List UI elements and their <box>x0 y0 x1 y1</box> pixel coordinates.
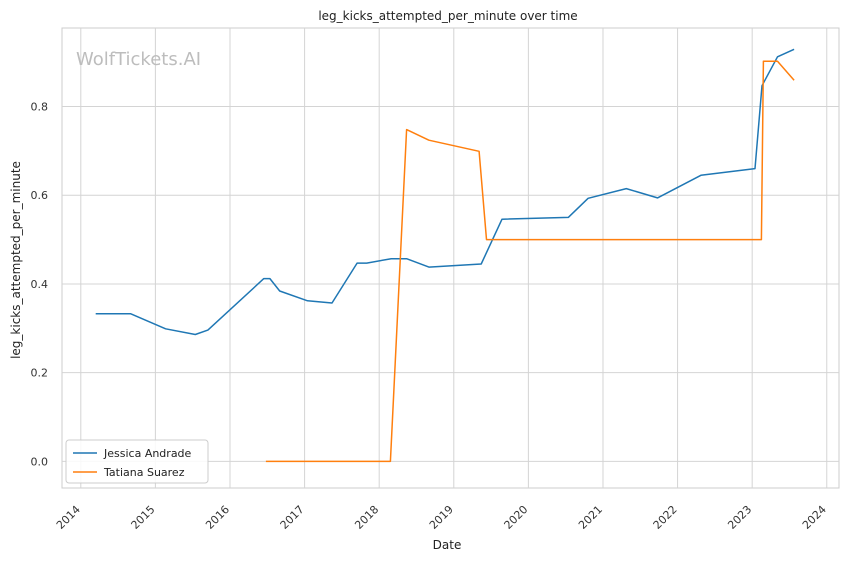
x-tick-label: 2020 <box>502 503 531 532</box>
chart-title: leg_kicks_attempted_per_minute over time <box>318 9 577 23</box>
legend: Jessica Andrade Tatiana Suarez <box>65 439 209 484</box>
y-tick-label: 0.8 <box>31 101 49 114</box>
y-tick-label: 0.6 <box>31 189 49 202</box>
legend-label-0: Jessica Andrade <box>103 447 192 460</box>
y-tick-label: 0.0 <box>31 455 49 468</box>
x-axis-ticks: 2014 2015 2016 2017 2018 2019 2020 2021 2022 2023… <box>54 503 829 532</box>
x-tick-label: 2021 <box>576 503 605 532</box>
y-tick-label: 0.4 <box>31 278 49 291</box>
x-axis-label: Date <box>433 538 462 552</box>
x-tick-label: 2017 <box>278 503 307 532</box>
x-tick-label: 2022 <box>651 503 680 532</box>
x-tick-label: 2024 <box>800 503 829 532</box>
x-tick-label: 2018 <box>352 503 381 532</box>
y-tick-label: 0.2 <box>31 367 49 380</box>
x-tick-label: 2019 <box>427 503 456 532</box>
x-tick-label: 2015 <box>129 503 158 532</box>
x-tick-label: 2023 <box>725 503 754 532</box>
series-line-1 <box>265 60 795 463</box>
grid <box>62 28 839 488</box>
series-line-0 <box>95 48 795 336</box>
watermark: WolfTickets.AI <box>76 49 201 70</box>
plot-area <box>61 27 840 489</box>
x-tick-label: 2016 <box>203 503 232 532</box>
legend-box <box>65 439 209 484</box>
legend-label-1: Tatiana Suarez <box>103 466 185 479</box>
x-tick-label: 2014 <box>54 503 83 532</box>
y-axis-ticks: 0.0 0.2 0.4 0.6 0.8 <box>31 101 49 469</box>
series-lines <box>95 48 795 463</box>
y-axis-label: leg_kicks_attempted_per_minute <box>9 161 23 359</box>
